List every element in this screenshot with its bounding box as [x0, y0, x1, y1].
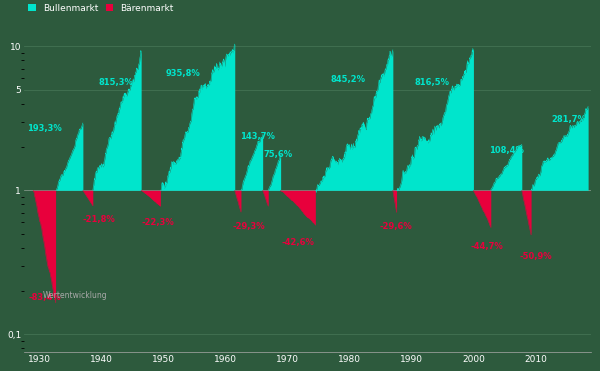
Text: 108,4%: 108,4% [489, 146, 524, 155]
Text: 193,3%: 193,3% [27, 124, 62, 133]
Text: -50,9%: -50,9% [520, 252, 553, 261]
Text: 935,8%: 935,8% [166, 69, 200, 78]
Text: -29,3%: -29,3% [233, 222, 266, 231]
Text: -22,3%: -22,3% [141, 218, 174, 227]
Text: -21,8%: -21,8% [83, 215, 116, 224]
Text: 845,2%: 845,2% [331, 75, 366, 84]
Text: Wertentwicklung: Wertentwicklung [43, 291, 107, 300]
Text: -44,7%: -44,7% [471, 242, 503, 251]
Legend: Bullenmarkt, Bärenmarkt: Bullenmarkt, Bärenmarkt [28, 4, 173, 13]
Text: 281,7%: 281,7% [551, 115, 586, 124]
Text: -42,6%: -42,6% [281, 237, 314, 246]
Text: 815,3%: 815,3% [98, 78, 133, 87]
Text: -29,6%: -29,6% [379, 222, 412, 231]
Text: 75,6%: 75,6% [264, 150, 293, 159]
Text: 816,5%: 816,5% [415, 78, 449, 87]
Text: -83,4%: -83,4% [28, 292, 61, 302]
Text: 143,7%: 143,7% [240, 132, 275, 141]
